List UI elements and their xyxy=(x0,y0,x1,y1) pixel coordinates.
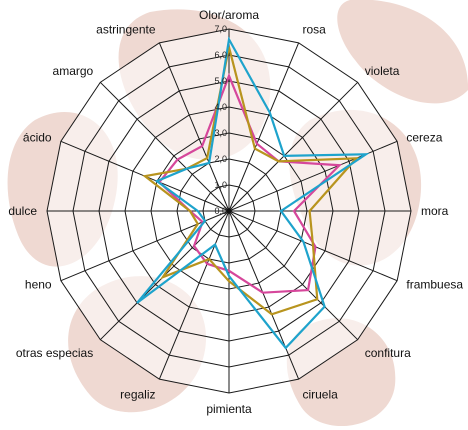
center-point xyxy=(226,208,232,214)
axis-label: otras especias xyxy=(16,346,93,360)
radar-series xyxy=(136,36,370,350)
grid-spoke xyxy=(158,42,230,212)
series-line-1 xyxy=(157,72,342,294)
axis-label: violeta xyxy=(365,64,400,78)
tick-label: 3,0 xyxy=(214,128,227,138)
axis-label: cereza xyxy=(406,131,442,145)
grid-spoke xyxy=(228,42,300,212)
tick-label: 5,0 xyxy=(214,76,227,86)
background-blob xyxy=(337,0,468,104)
radial-tick-labels: 0,0 1,0 2,0 3,0 4,0 5,0 6,0 7,0 xyxy=(214,24,227,216)
grid-spoke xyxy=(228,210,359,341)
axis-labels: Olor/aroma rosa violeta cereza mora frambuesa… xyxy=(8,8,463,416)
axis-label: pimienta xyxy=(206,402,252,416)
axis-label: astringente xyxy=(96,23,156,37)
tick-label: 7,0 xyxy=(214,24,227,34)
axis-label: regaliz xyxy=(120,387,155,401)
axis-label: dulce xyxy=(8,204,37,218)
axis-label: mora xyxy=(421,204,449,218)
axis-label: confitura xyxy=(365,346,411,360)
tick-label: 4,0 xyxy=(214,102,227,112)
grid-spoke xyxy=(99,81,230,212)
axis-label: heno xyxy=(25,277,52,291)
axis-label: frambuesa xyxy=(406,277,463,291)
series-line-3 xyxy=(136,36,370,350)
axis-label: Olor/aroma xyxy=(199,8,259,22)
grid-spoke xyxy=(228,81,359,212)
axis-label: ciruela xyxy=(302,387,338,401)
axis-label: rosa xyxy=(302,23,326,37)
axis-label: ácido xyxy=(23,131,52,145)
tick-label: 0,0 xyxy=(214,206,227,216)
tick-label: 1,0 xyxy=(214,180,227,190)
grid-spoke xyxy=(228,210,300,380)
series-line-2 xyxy=(142,46,359,316)
tick-label: 6,0 xyxy=(214,50,227,60)
grid-spoke xyxy=(228,140,398,212)
grid-spoke xyxy=(158,210,230,380)
axis-label: amargo xyxy=(53,64,94,78)
grid-spoke xyxy=(60,210,230,282)
tick-label: 2,0 xyxy=(214,154,227,164)
